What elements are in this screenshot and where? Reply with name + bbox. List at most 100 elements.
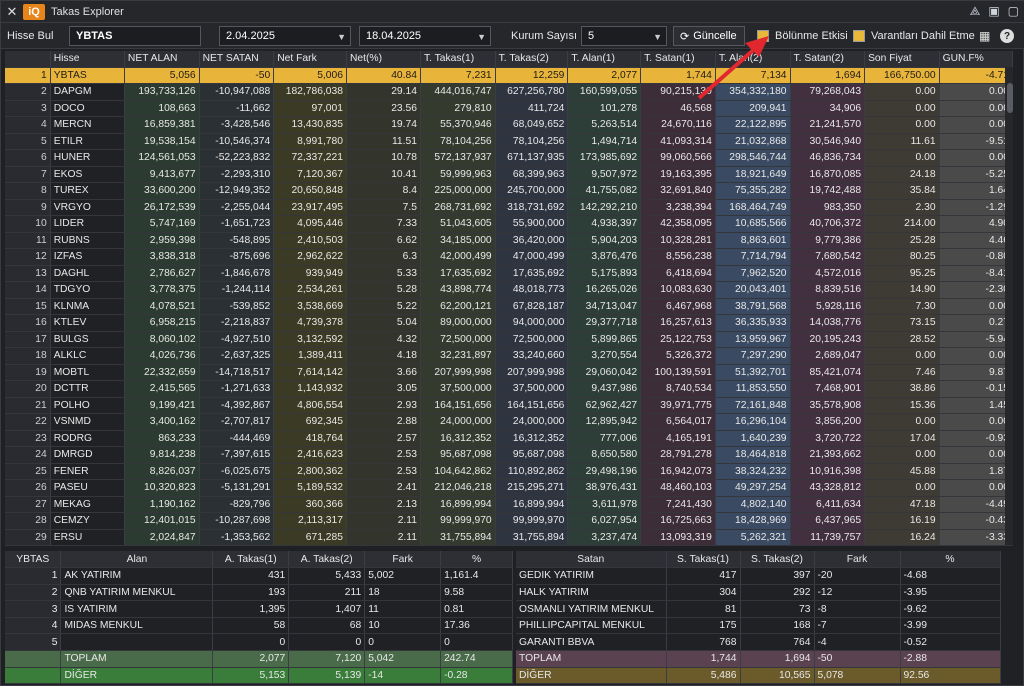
close-icon[interactable]: ✕ [6,3,18,19]
symbol-cell[interactable]: CEMZY [50,512,125,530]
column-header[interactable]: NET SATAN [199,51,275,68]
symbol-cell[interactable]: ERSU [50,529,125,546]
update-button[interactable]: ⟳ Güncelle [673,26,745,46]
column-header[interactable]: T. Takas(2) [495,51,569,68]
split-effect-checkbox[interactable]: Bölünme Etkisi [757,26,848,46]
column-header[interactable]: GUN.F% [939,51,1013,68]
column-header[interactable]: Net Fark [273,51,347,68]
symbol-cell[interactable]: MOBTL [50,364,125,381]
table-row[interactable]: 10 LIDER 5,747,169 -1,651,723 4,095,446 7.33 5… [5,215,1013,233]
column-header[interactable]: T. Satan(2) [790,51,866,68]
symbol-cell[interactable]: DMRGD [50,446,125,464]
table-row[interactable]: 12 IZFAS 3,838,318 -875,696 2,962,622 6.3 42,0… [5,248,1013,266]
symbol-cell[interactable]: EKOS [50,166,125,183]
symbol-cell[interactable]: IZFAS [50,248,125,266]
scrollbar-thumb[interactable] [1007,83,1013,113]
buyers-column-header[interactable]: Alan [60,551,214,569]
table-row[interactable]: 22 VSNMD 3,400,162 -2,707,817 692,345 2.88 24,… [5,413,1013,431]
date-from-input[interactable]: 2.04.2025 ▼ [219,26,351,46]
table-row[interactable]: 2 DAPGM 193,733,126 -10,947,088 182,786,038 2… [5,83,1013,101]
table-row[interactable]: 21 POLHO 9,199,421 -4,392,867 4,806,554 2.93 1… [5,397,1013,414]
symbol-cell[interactable]: RODRG [50,430,125,447]
seller-row[interactable]: PHILLIPCAPITAL MENKUL 175 168 -7 -3.99 [516,617,1001,635]
symbol-cell[interactable]: DCTTR [50,380,125,398]
seller-row[interactable]: HALK YATIRIM 304 292 -12 -3.95 [516,584,1001,602]
kurum-select[interactable]: 5 ▼ [581,26,667,46]
table-row[interactable]: 7 EKOS 9,413,677 -2,293,310 7,120,367 10.41 59… [5,166,1013,183]
seller-row[interactable]: GARANTI BBVA 768 764 -4 -0.52 [516,633,1001,652]
symbol-cell[interactable]: DAPGM [50,83,125,101]
buyer-row[interactable]: 4 MIDAS MENKUL 58 68 10 17.36 [5,617,513,635]
table-row[interactable]: 29 ERSU 2,024,847 -1,353,562 671,285 2.11 31,7… [5,529,1013,546]
table-row[interactable]: 18 ALKLC 4,026,736 -2,637,325 1,389,411 4.18 3… [5,347,1013,365]
help-icon[interactable]: ? [1000,29,1014,43]
symbol-cell[interactable]: DOCO [50,100,125,117]
column-header[interactable]: T. Satan(1) [640,51,716,68]
table-row[interactable]: 3 DOCO 108,663 -11,662 97,001 23.56 279,810 411… [5,100,1013,117]
symbol-cell[interactable]: MERCN [50,116,125,134]
symbol-cell[interactable]: FENER [50,463,125,480]
symbol-cell[interactable]: HUNER [50,149,125,167]
buyers-column-header[interactable]: A. Takas(2) [288,551,366,569]
table-row[interactable]: 16 KTLEV 6,958,215 -2,218,837 4,739,378 5.04 8… [5,314,1013,332]
table-row[interactable]: 5 ETILR 19,538,154 -10,546,374 8,991,780 11.5… [5,133,1013,150]
table-row[interactable]: 25 FENER 8,826,037 -6,025,675 2,800,362 2.53 1… [5,463,1013,480]
sellers-column-header[interactable]: Fark [814,551,901,569]
chevron-down-icon[interactable]: ▼ [477,32,486,42]
sellers-column-header[interactable]: % [900,551,1001,569]
table-row[interactable]: 4 MERCN 16,859,381 -3,428,546 13,430,835 19.7… [5,116,1013,134]
table-row[interactable]: 14 TDGYO 3,778,375 -1,244,114 2,534,261 5.28 4… [5,281,1013,299]
sellers-column-header[interactable]: S. Takas(1) [666,551,741,569]
symbol-cell[interactable]: MEKAG [50,496,125,513]
symbol-cell[interactable]: LIDER [50,215,125,233]
column-header[interactable]: T. Alan(2) [715,51,791,68]
column-header[interactable]: Son Fiyat [864,51,940,68]
symbol-cell[interactable]: BULGS [50,331,125,348]
symbol-cell[interactable]: DAGHL [50,265,125,282]
column-header[interactable]: Hisse [50,51,125,68]
buyers-column-header[interactable]: A. Takas(1) [212,551,290,569]
table-row[interactable]: 11 RUBNS 2,959,398 -548,895 2,410,503 6.62 34,… [5,232,1013,249]
table-row[interactable]: 23 RODRG 863,233 -444,469 418,764 2.57 16,312,… [5,430,1013,447]
symbol-cell[interactable]: YBTAS [50,67,125,84]
calendar-icon[interactable]: ▦ [979,29,991,43]
table-row[interactable]: 15 KLNMA 4,078,521 -539,852 3,538,669 5.22 62,… [5,298,1013,315]
symbol-cell[interactable]: TUREX [50,182,125,200]
table-row[interactable]: 28 CEMZY 12,401,015 -10,287,698 2,113,317 2.1… [5,512,1013,530]
symbol-cell[interactable]: KTLEV [50,314,125,332]
symbol-cell[interactable]: POLHO [50,397,125,414]
symbol-cell[interactable]: VSNMD [50,413,125,431]
column-header[interactable]: NET ALAN [124,51,200,68]
symbol-cell[interactable]: ALKLC [50,347,125,365]
window-icon[interactable]: ▢ [1007,4,1019,18]
buyers-column-header[interactable]: Fark [364,551,442,569]
column-header[interactable]: Net(%) [346,51,421,68]
symbol-cell[interactable]: KLNMA [50,298,125,315]
table-row[interactable]: 19 MOBTL 22,332,659 -14,718,517 7,614,142 3.6… [5,364,1013,381]
symbol-cell[interactable]: PASEU [50,479,125,497]
symbol-cell[interactable]: TDGYO [50,281,125,299]
symbol-cell[interactable]: VRGYO [50,199,125,216]
seller-row[interactable]: OSMANLI YATIRIM MENKUL 81 73 -8 -9.62 [516,600,1001,618]
table-row[interactable]: 24 DMRGD 9,814,238 -7,397,615 2,416,623 2.53 9… [5,446,1013,464]
table-row[interactable]: 26 PASEU 10,320,823 -5,131,291 5,189,532 2.41… [5,479,1013,497]
buyer-row[interactable]: 2 QNB YATIRIM MENKUL 193 211 18 9.58 [5,584,513,602]
chevron-down-icon[interactable]: ▼ [653,32,662,42]
table-row[interactable]: 13 DAGHL 2,786,627 -1,846,678 939,949 5.33 17,… [5,265,1013,282]
vertical-scrollbar[interactable] [1005,67,1013,545]
symbol-cell[interactable]: ETILR [50,133,125,150]
column-header[interactable]: T. Takas(1) [420,51,496,68]
buyer-row[interactable]: 1 AK YATIRIM 431 5,433 5,002 1,161.4 [5,567,513,585]
network-icon[interactable]: ⟁ [969,4,981,18]
buyer-row[interactable]: 3 IS YATIRIM 1,395 1,407 11 0.81 [5,600,513,618]
symbol-cell[interactable]: RUBNS [50,232,125,249]
seller-row[interactable]: GEDIK YATIRIM 417 397 -20 -4.68 [516,567,1001,585]
table-row[interactable]: 1 YBTAS 5,056 -50 5,006 40.84 7,231 12,259 2,077… [5,67,1013,84]
table-row[interactable]: 8 TUREX 33,600,200 -12,949,352 20,650,848 8.4… [5,182,1013,200]
table-row[interactable]: 20 DCTTR 2,415,565 -1,271,633 1,143,932 3.05 3… [5,380,1013,398]
chevron-down-icon[interactable]: ▼ [337,32,346,42]
search-input[interactable]: YBTAS [69,26,201,46]
table-row[interactable]: 17 BULGS 8,060,102 -4,927,510 3,132,592 4.32 7… [5,331,1013,348]
sellers-column-header[interactable]: Satan [516,551,667,569]
